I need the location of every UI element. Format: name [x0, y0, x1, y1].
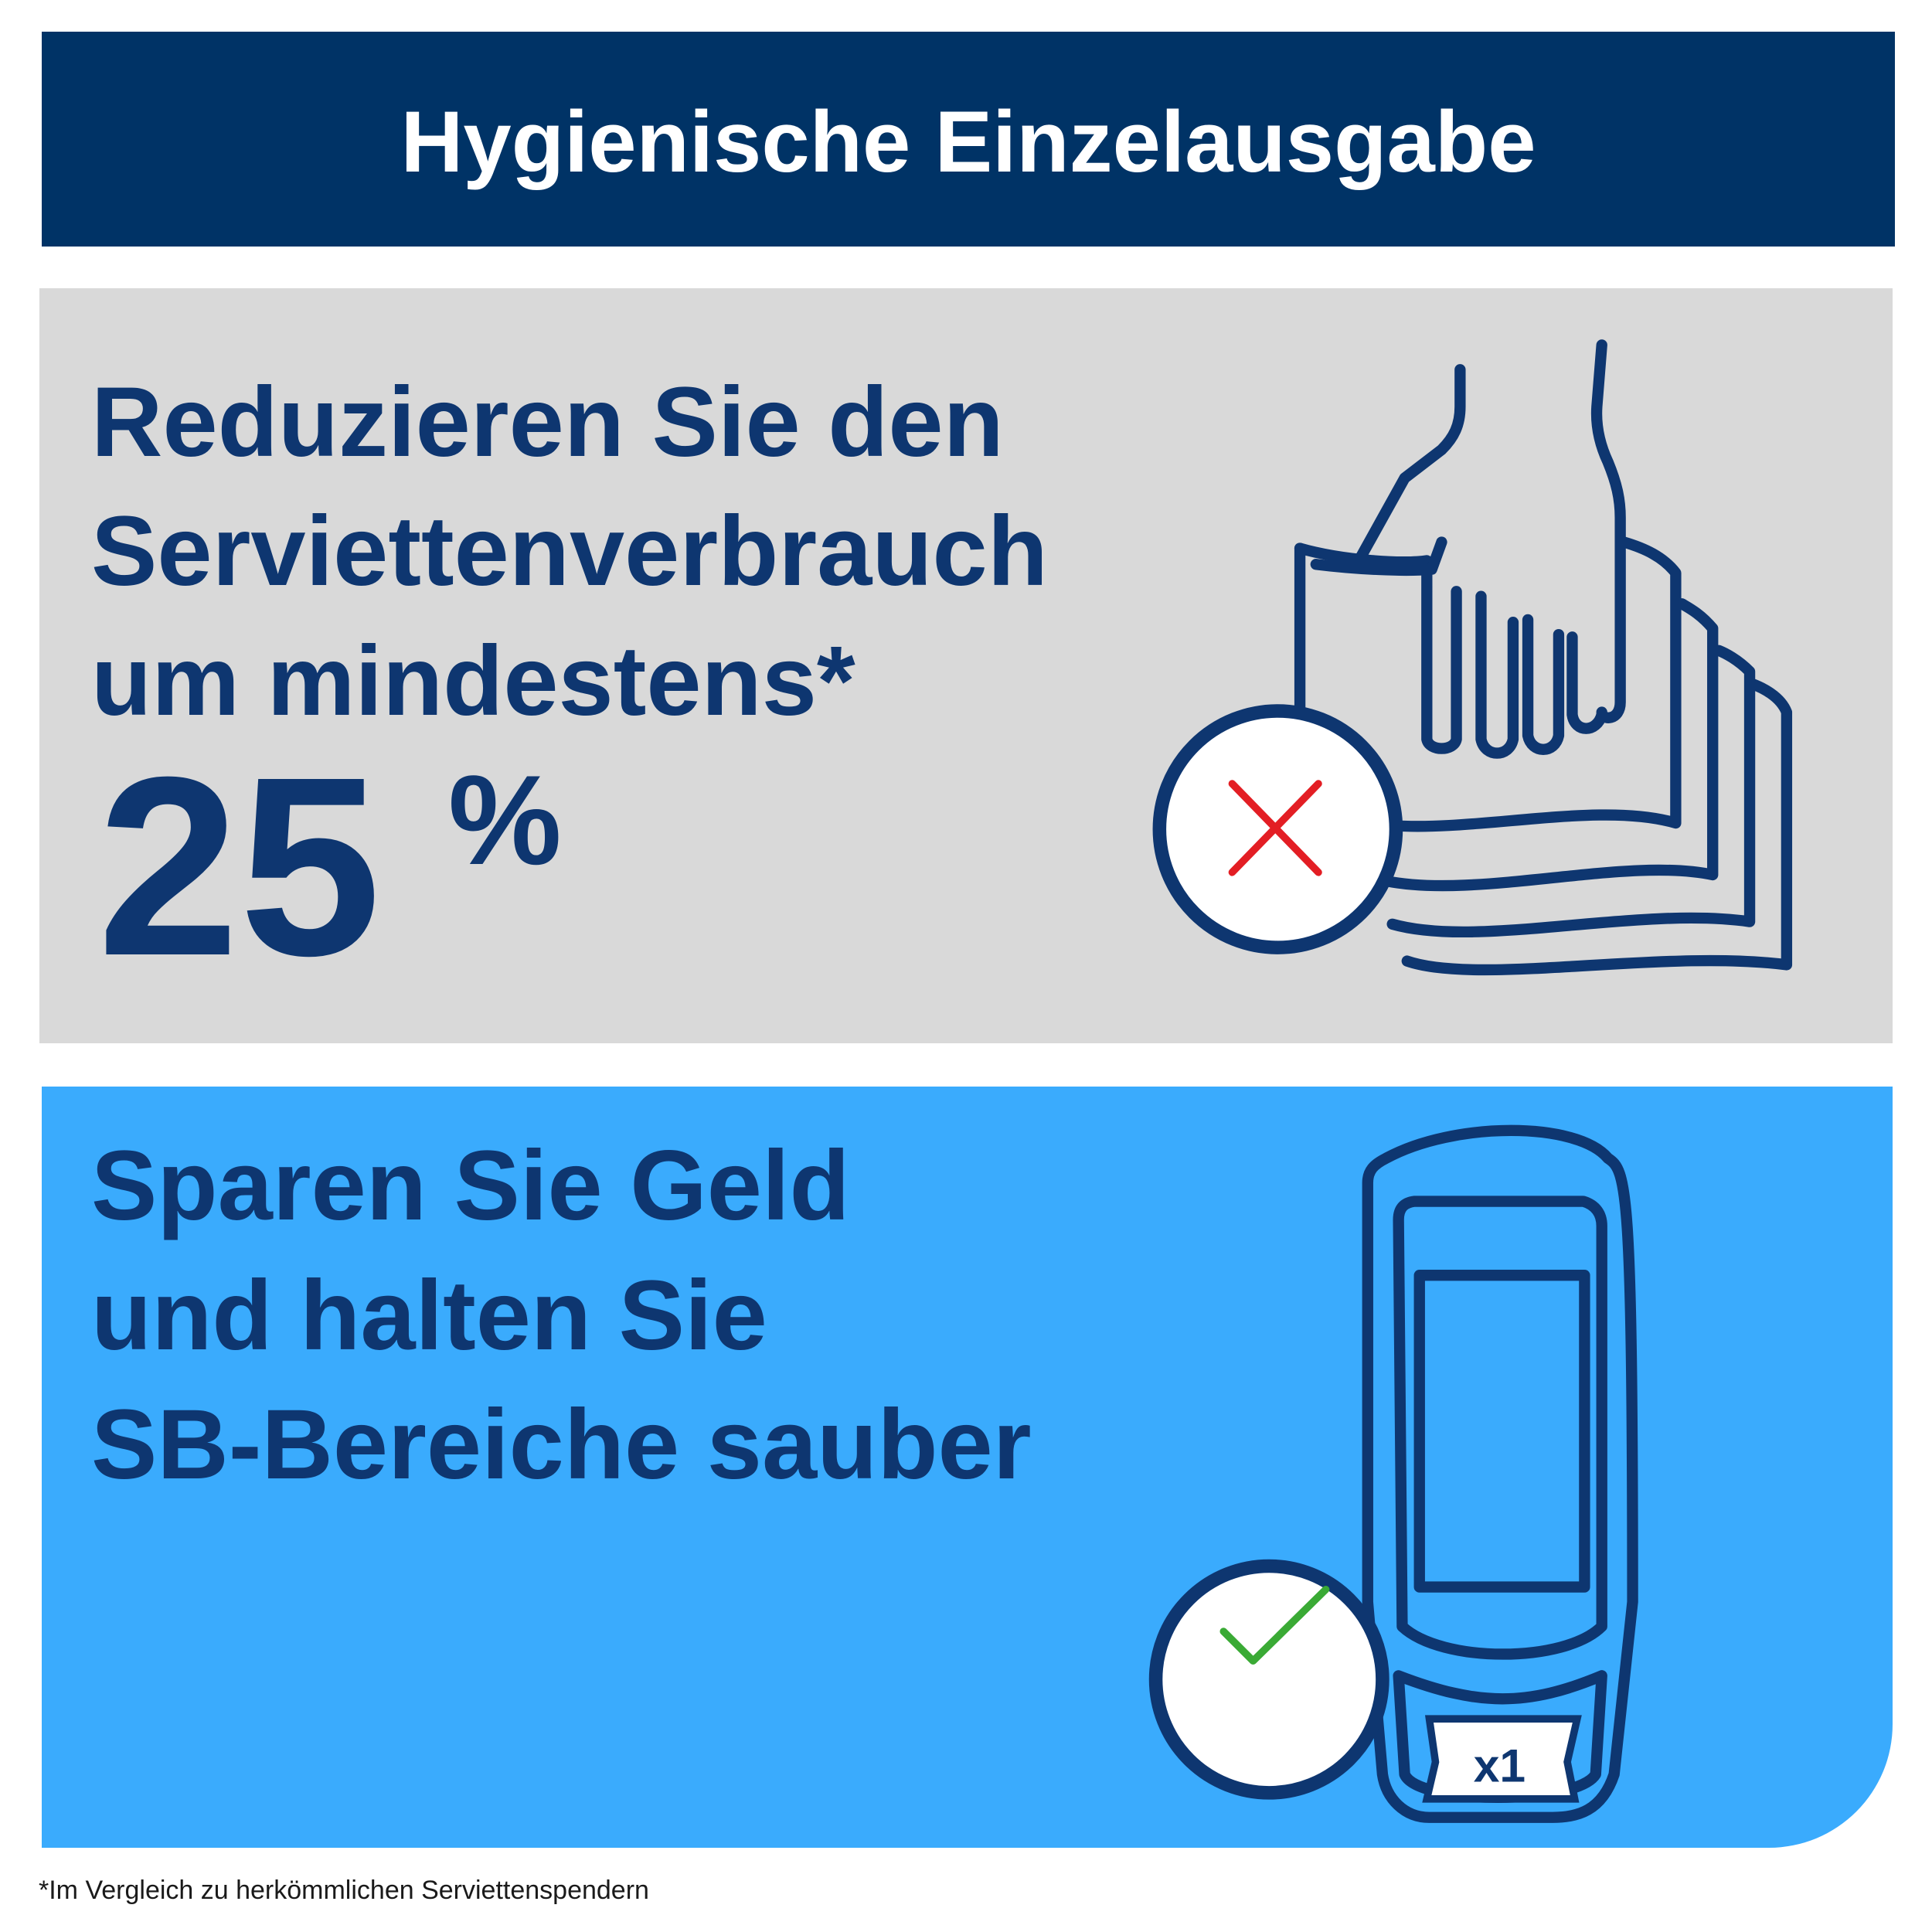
header-title: Hygienische Einzelausgabe — [401, 94, 1536, 190]
big-number: 25 — [97, 723, 381, 1009]
footnote: *Im Vergleich zu herkömmlichen Serviette… — [39, 1876, 649, 1905]
badge: x1 — [1474, 1740, 1526, 1792]
panel-line: Sparen Sie Geld — [91, 1131, 850, 1241]
panel-line: um mindestens* — [91, 626, 855, 736]
panel-line: und halten Sie — [91, 1260, 767, 1371]
dispenser-icon: x1 — [1148, 1124, 1638, 1823]
grey-panel — [39, 288, 1893, 1043]
panel-line: Serviettenverbrauch — [91, 496, 1048, 607]
unit: % — [448, 749, 562, 891]
napkin-icon — [1152, 339, 1793, 976]
panel-line: SB-Bereiche sauber — [91, 1389, 1032, 1500]
panel-line: Reduzieren Sie den — [91, 367, 1004, 478]
header-bar — [42, 32, 1895, 247]
